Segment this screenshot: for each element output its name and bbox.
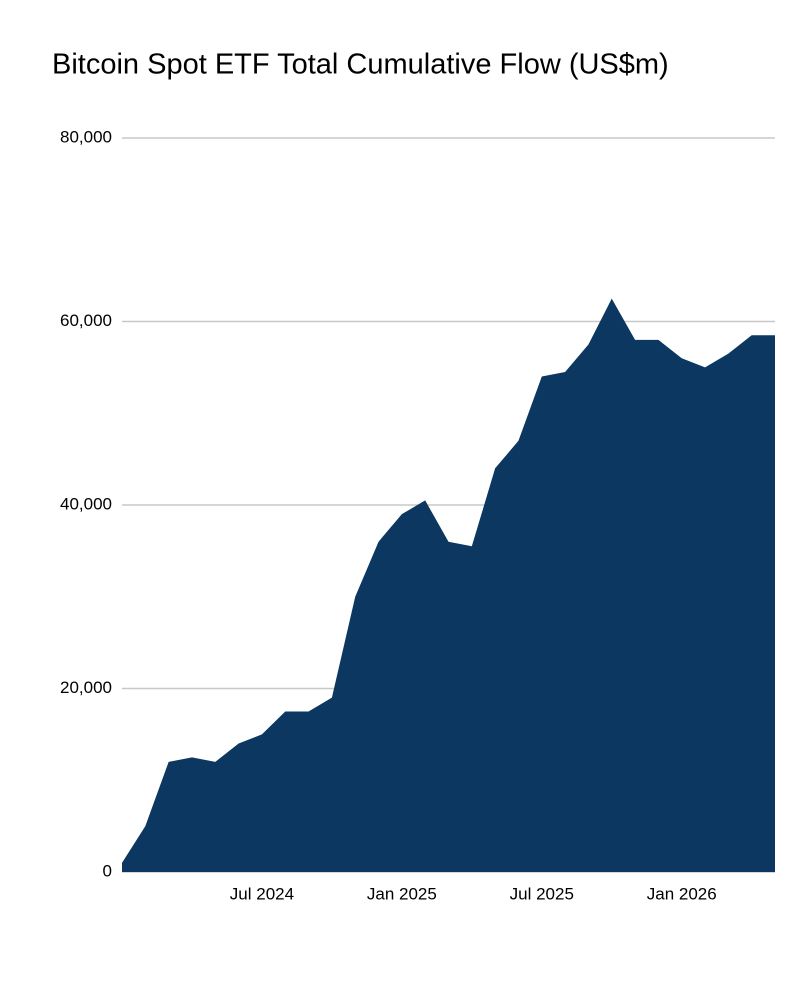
area: [122, 298, 775, 872]
y-tick-label: 40,000: [60, 494, 112, 513]
y-tick-label: 0: [103, 861, 112, 880]
x-tick-label: Jul 2025: [510, 884, 574, 903]
x-tick-label: Jul 2024: [230, 884, 294, 903]
x-tick-label: Jan 2025: [367, 884, 437, 903]
y-tick-label: 80,000: [60, 127, 112, 146]
x-tick-label: Jan 2026: [647, 884, 717, 903]
y-tick-label: 20,000: [60, 678, 112, 697]
chart-title: Bitcoin Spot ETF Total Cumulative Flow (…: [52, 49, 669, 81]
y-tick-label: 60,000: [60, 311, 112, 330]
